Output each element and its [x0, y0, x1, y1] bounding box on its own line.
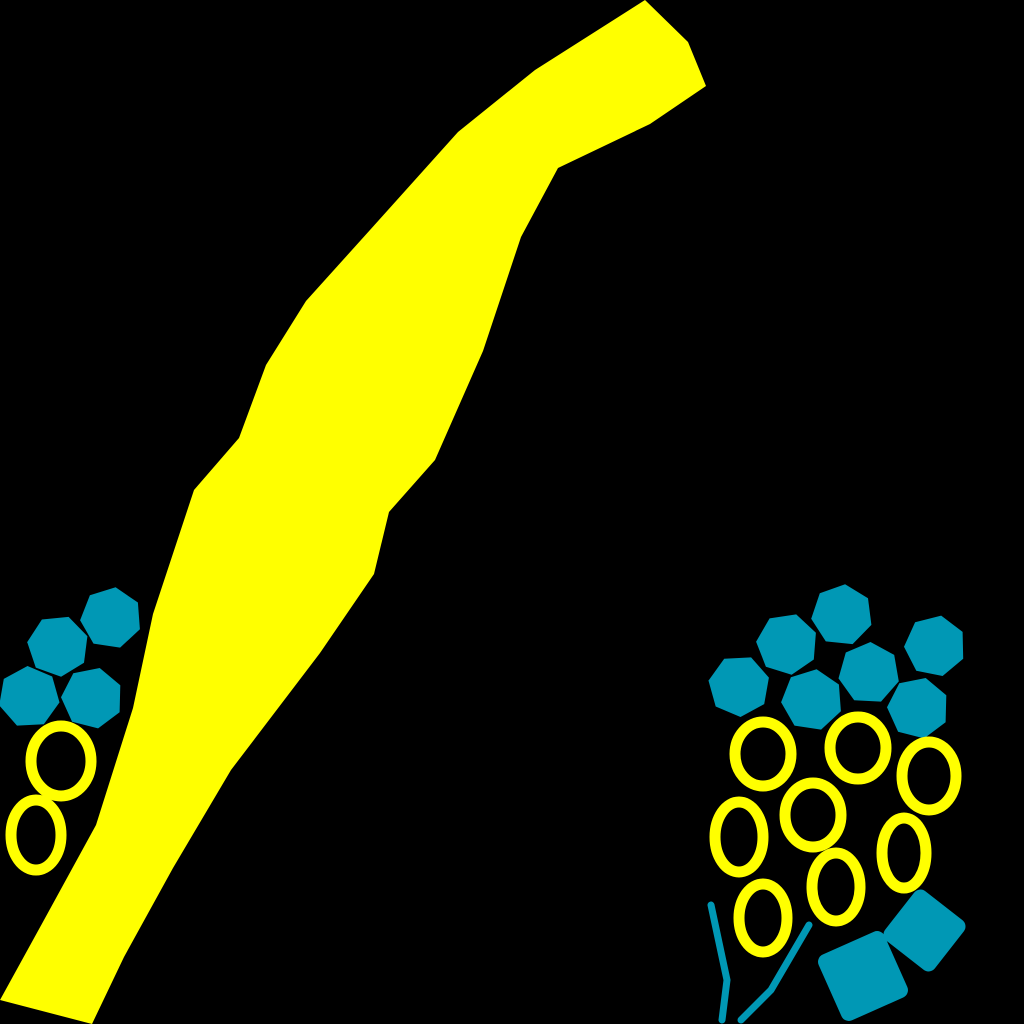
left-yellow-ring-cluster [5, 720, 97, 876]
yellow-ring [25, 720, 97, 802]
teal-heptagon [27, 616, 88, 677]
teal-rounded-rectangle-front [818, 931, 908, 1021]
yellow-ring [733, 878, 793, 958]
yellow-ring [824, 711, 892, 785]
yellow-ring [896, 736, 962, 816]
teal-heptagon [80, 587, 140, 648]
teal-stick-left [707, 901, 731, 1024]
yellow-diagonal-band [0, 0, 706, 1024]
yellow-ring [779, 777, 847, 853]
yellow-ring [5, 794, 67, 876]
teal-rounded-rectangle-back [883, 889, 966, 972]
yellow-ring [709, 796, 769, 878]
teal-heptagon [708, 657, 769, 717]
teal-heptagon [756, 614, 816, 675]
yellow-ring [729, 716, 797, 792]
yellow-ring [876, 812, 932, 894]
right-teal-heptagon-cluster [708, 584, 964, 739]
teal-heptagon [781, 669, 841, 730]
teal-rounded-rectangles [818, 889, 966, 1021]
teal-stick-right [737, 921, 813, 1024]
teal-heptagon [61, 668, 121, 729]
right-yellow-ring-cluster [709, 711, 962, 958]
teal-heptagon [838, 642, 899, 702]
teal-heptagon [887, 678, 947, 739]
left-teal-heptagon-cluster [0, 587, 140, 729]
teal-stick-shapes [707, 901, 813, 1024]
teal-heptagon [811, 584, 872, 645]
teal-heptagon [0, 666, 60, 726]
yellow-ring [806, 847, 866, 927]
teal-heptagon [904, 615, 964, 676]
